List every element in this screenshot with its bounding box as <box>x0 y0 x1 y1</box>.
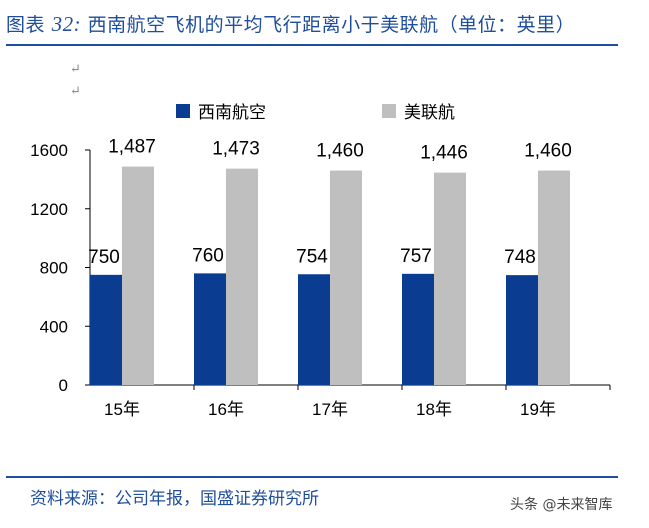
bar-southwest <box>506 275 538 385</box>
legend-swatch <box>176 104 190 118</box>
figure-title-text: 西南航空飞机的平均飞行距离小于美联航（单位：英里） <box>87 14 576 36</box>
data-label: 748 <box>504 247 536 268</box>
bar-united <box>434 172 466 385</box>
paragraph-mark-icon: ↵ <box>70 62 81 77</box>
figure-title: 图表 32: 西南航空飞机的平均飞行距离小于美联航（单位：英里） <box>6 10 575 37</box>
bar-southwest <box>298 274 330 385</box>
bar-united <box>226 168 258 385</box>
data-label: 1,460 <box>524 141 572 162</box>
bar-united <box>330 170 362 385</box>
title-rule <box>6 44 618 46</box>
bar-united <box>538 170 570 385</box>
x-tick-label: 16年 <box>208 400 244 419</box>
figure-number: 32: <box>51 12 82 36</box>
legend-label: 美联航 <box>404 103 455 122</box>
data-label: 760 <box>192 245 224 266</box>
legend-label: 西南航空 <box>198 103 266 122</box>
y-tick-label: 1200 <box>30 200 68 219</box>
data-label: 1,460 <box>316 141 364 162</box>
data-label: 1,487 <box>108 137 156 158</box>
y-tick-label: 0 <box>59 376 68 395</box>
source-note: 资料来源：公司年报，国盛证券研究所 <box>30 489 319 509</box>
figure-label: 图表 <box>6 14 46 36</box>
y-tick-label: 800 <box>40 259 68 278</box>
x-tick-label: 17年 <box>312 400 348 419</box>
data-label: 754 <box>296 246 328 267</box>
y-tick-label: 1600 <box>30 141 68 160</box>
watermark: 头条 @未来智库 <box>510 497 613 513</box>
data-label: 750 <box>88 247 120 268</box>
bar-chart: 0 400 800 1200 1600 750 1,487 15年 760 1,473 16年 754… <box>30 103 611 419</box>
source-rule <box>6 476 618 478</box>
bar-southwest <box>402 273 434 385</box>
bar-southwest <box>194 273 226 385</box>
data-label: 1,446 <box>420 143 468 164</box>
data-label: 1,473 <box>212 139 260 160</box>
bar-southwest <box>90 274 122 385</box>
x-tick-label: 18年 <box>416 400 452 419</box>
x-tick-label: 15年 <box>104 400 140 419</box>
bar-united <box>122 166 154 385</box>
legend-swatch <box>382 104 396 118</box>
x-tick-label: 19年 <box>520 400 556 419</box>
data-label: 757 <box>400 246 432 267</box>
paragraph-mark-icon: ↵ <box>70 84 81 99</box>
y-tick-label: 400 <box>40 317 68 336</box>
